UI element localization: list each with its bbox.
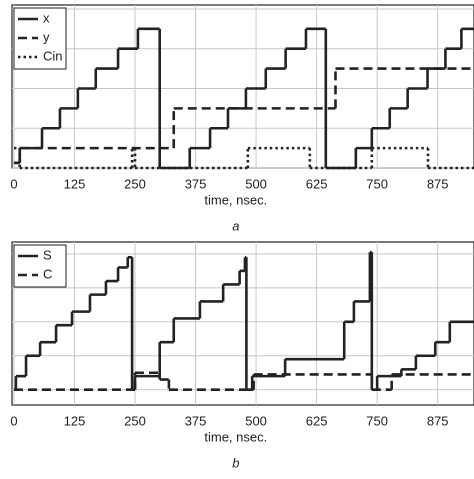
x-tick-label: 500	[245, 413, 267, 428]
legend-label: S	[43, 247, 52, 262]
x-tick-label: 625	[306, 413, 328, 428]
plot-area	[11, 4, 474, 169]
x-axis-label: time, nsec.	[204, 192, 267, 207]
legend-box	[13, 244, 67, 288]
x-axis-label: time, nsec.	[204, 429, 267, 444]
x-tick-label: 125	[64, 176, 86, 191]
x-tick-label: 375	[185, 176, 207, 191]
caption: a	[232, 218, 239, 233]
plot-area	[11, 241, 474, 406]
x-tick-label: 750	[366, 176, 388, 191]
legend-label: Cin	[43, 48, 63, 63]
x-tick-label: 875	[427, 176, 449, 191]
x-tick-label: 125	[64, 413, 86, 428]
legend-label: C	[43, 266, 52, 281]
legend-label: x	[43, 10, 50, 25]
x-tick-label: 875	[427, 413, 449, 428]
legend-label: y	[43, 29, 50, 44]
x-tick-label: 0	[10, 176, 17, 191]
x-tick-label: 375	[185, 413, 207, 428]
x-tick-label: 625	[306, 176, 328, 191]
caption: b	[232, 455, 239, 470]
x-tick-label: 250	[124, 413, 146, 428]
x-tick-label: 0	[10, 413, 17, 428]
x-tick-label: 750	[366, 413, 388, 428]
x-tick-label: 250	[124, 176, 146, 191]
x-tick-label: 500	[245, 176, 267, 191]
